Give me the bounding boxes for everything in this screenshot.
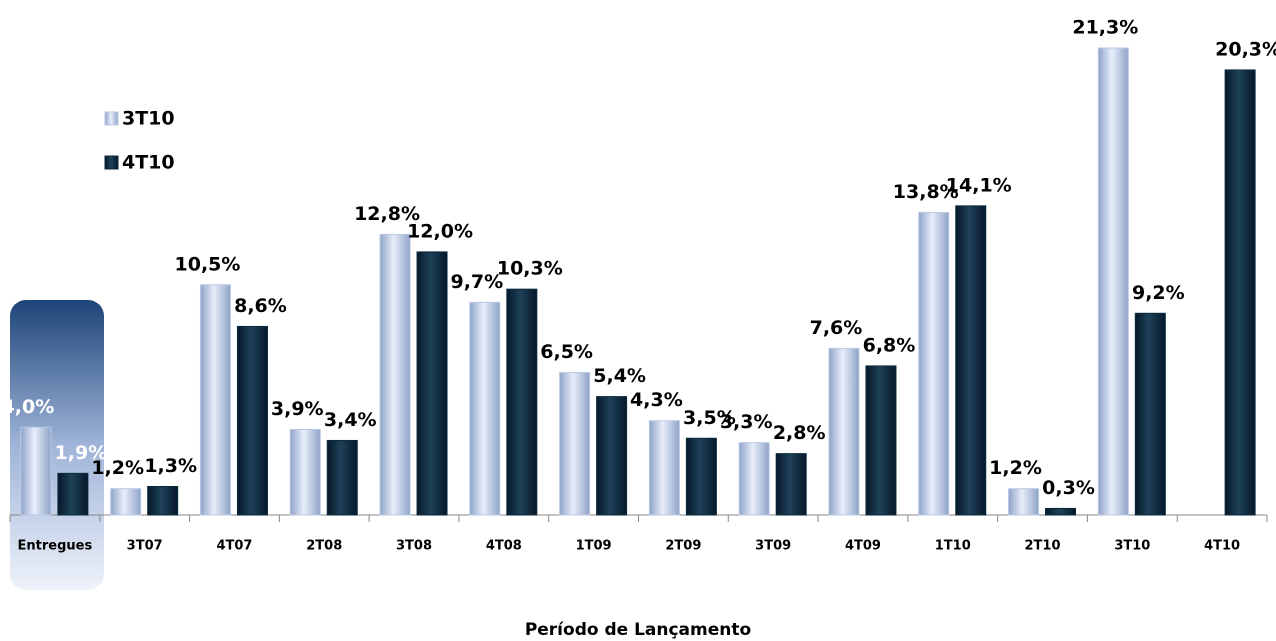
value-label: 3,5% xyxy=(683,407,736,429)
x-tick-label: 1T09 xyxy=(576,539,612,554)
value-label: 0,3% xyxy=(1042,477,1095,499)
value-label: 1,9% xyxy=(55,442,108,464)
bar xyxy=(506,288,538,516)
bar xyxy=(1224,69,1256,516)
value-label: 20,3% xyxy=(1215,38,1276,60)
value-label: 10,3% xyxy=(497,258,563,280)
bar xyxy=(20,426,52,516)
x-tick-label: 2T10 xyxy=(1025,539,1061,554)
value-label: 12,0% xyxy=(407,220,473,242)
value-label: 3,9% xyxy=(271,398,324,420)
bar xyxy=(147,485,179,516)
value-label: 13,8% xyxy=(893,181,959,203)
legend-swatch xyxy=(104,111,119,126)
value-label: 1,3% xyxy=(144,455,197,477)
x-tick-label: 2T09 xyxy=(665,539,701,554)
x-tick-label: 1T10 xyxy=(935,539,971,554)
legend-label: 3T10 xyxy=(122,108,175,130)
x-tick-label: 3T07 xyxy=(127,539,163,554)
value-label: 4,0% xyxy=(2,396,55,418)
bar xyxy=(469,301,501,516)
highlight-box xyxy=(10,300,104,590)
value-label: 4,3% xyxy=(630,389,683,411)
bar xyxy=(738,442,770,516)
x-axis-title: Período de Lançamento xyxy=(525,620,751,640)
bar xyxy=(379,233,411,516)
bar xyxy=(1097,47,1129,516)
x-tick-label: 3T08 xyxy=(396,539,432,554)
value-label: 14,1% xyxy=(946,174,1012,196)
x-tick-label: 4T10 xyxy=(1204,539,1240,554)
value-label: 9,7% xyxy=(450,271,503,293)
bar xyxy=(596,396,628,516)
value-label: 3,3% xyxy=(720,411,773,433)
bar xyxy=(416,251,448,516)
bar xyxy=(828,347,860,516)
bar xyxy=(775,453,807,516)
value-label: 9,2% xyxy=(1132,282,1185,304)
x-tick-label: 4T09 xyxy=(845,539,881,554)
legend-swatch xyxy=(104,155,119,170)
legend-label: 4T10 xyxy=(122,152,175,174)
x-tick-label: Entregues xyxy=(18,539,93,554)
value-label: 1,2% xyxy=(989,457,1042,479)
value-label: 6,5% xyxy=(540,341,593,363)
value-label: 5,4% xyxy=(593,365,646,387)
value-label: 7,6% xyxy=(810,317,863,339)
x-tick-label: 3T09 xyxy=(755,539,791,554)
value-label: 12,8% xyxy=(354,203,420,225)
bar xyxy=(918,211,950,516)
value-label: 3,4% xyxy=(324,409,377,431)
bar xyxy=(110,488,142,516)
value-label: 10,5% xyxy=(175,253,241,275)
x-tick-label: 3T10 xyxy=(1114,539,1150,554)
bar xyxy=(1045,507,1077,516)
bar xyxy=(236,325,268,516)
bar xyxy=(685,437,717,516)
bar xyxy=(648,420,680,516)
value-label: 1,2% xyxy=(91,457,144,479)
bar xyxy=(326,439,358,516)
bar xyxy=(289,428,321,516)
bar xyxy=(865,365,897,516)
x-tick-label: 4T07 xyxy=(216,539,252,554)
x-tick-label: 4T08 xyxy=(486,539,522,554)
value-label: 6,8% xyxy=(863,334,916,356)
value-label: 8,6% xyxy=(234,295,287,317)
bar xyxy=(57,472,89,516)
value-label: 2,8% xyxy=(773,422,826,444)
bar xyxy=(955,205,987,516)
bar xyxy=(1008,488,1040,516)
value-label: 21,3% xyxy=(1072,17,1138,39)
x-tick-label: 2T08 xyxy=(306,539,342,554)
bar xyxy=(559,371,591,516)
bar xyxy=(1134,312,1166,516)
bar xyxy=(199,284,231,516)
